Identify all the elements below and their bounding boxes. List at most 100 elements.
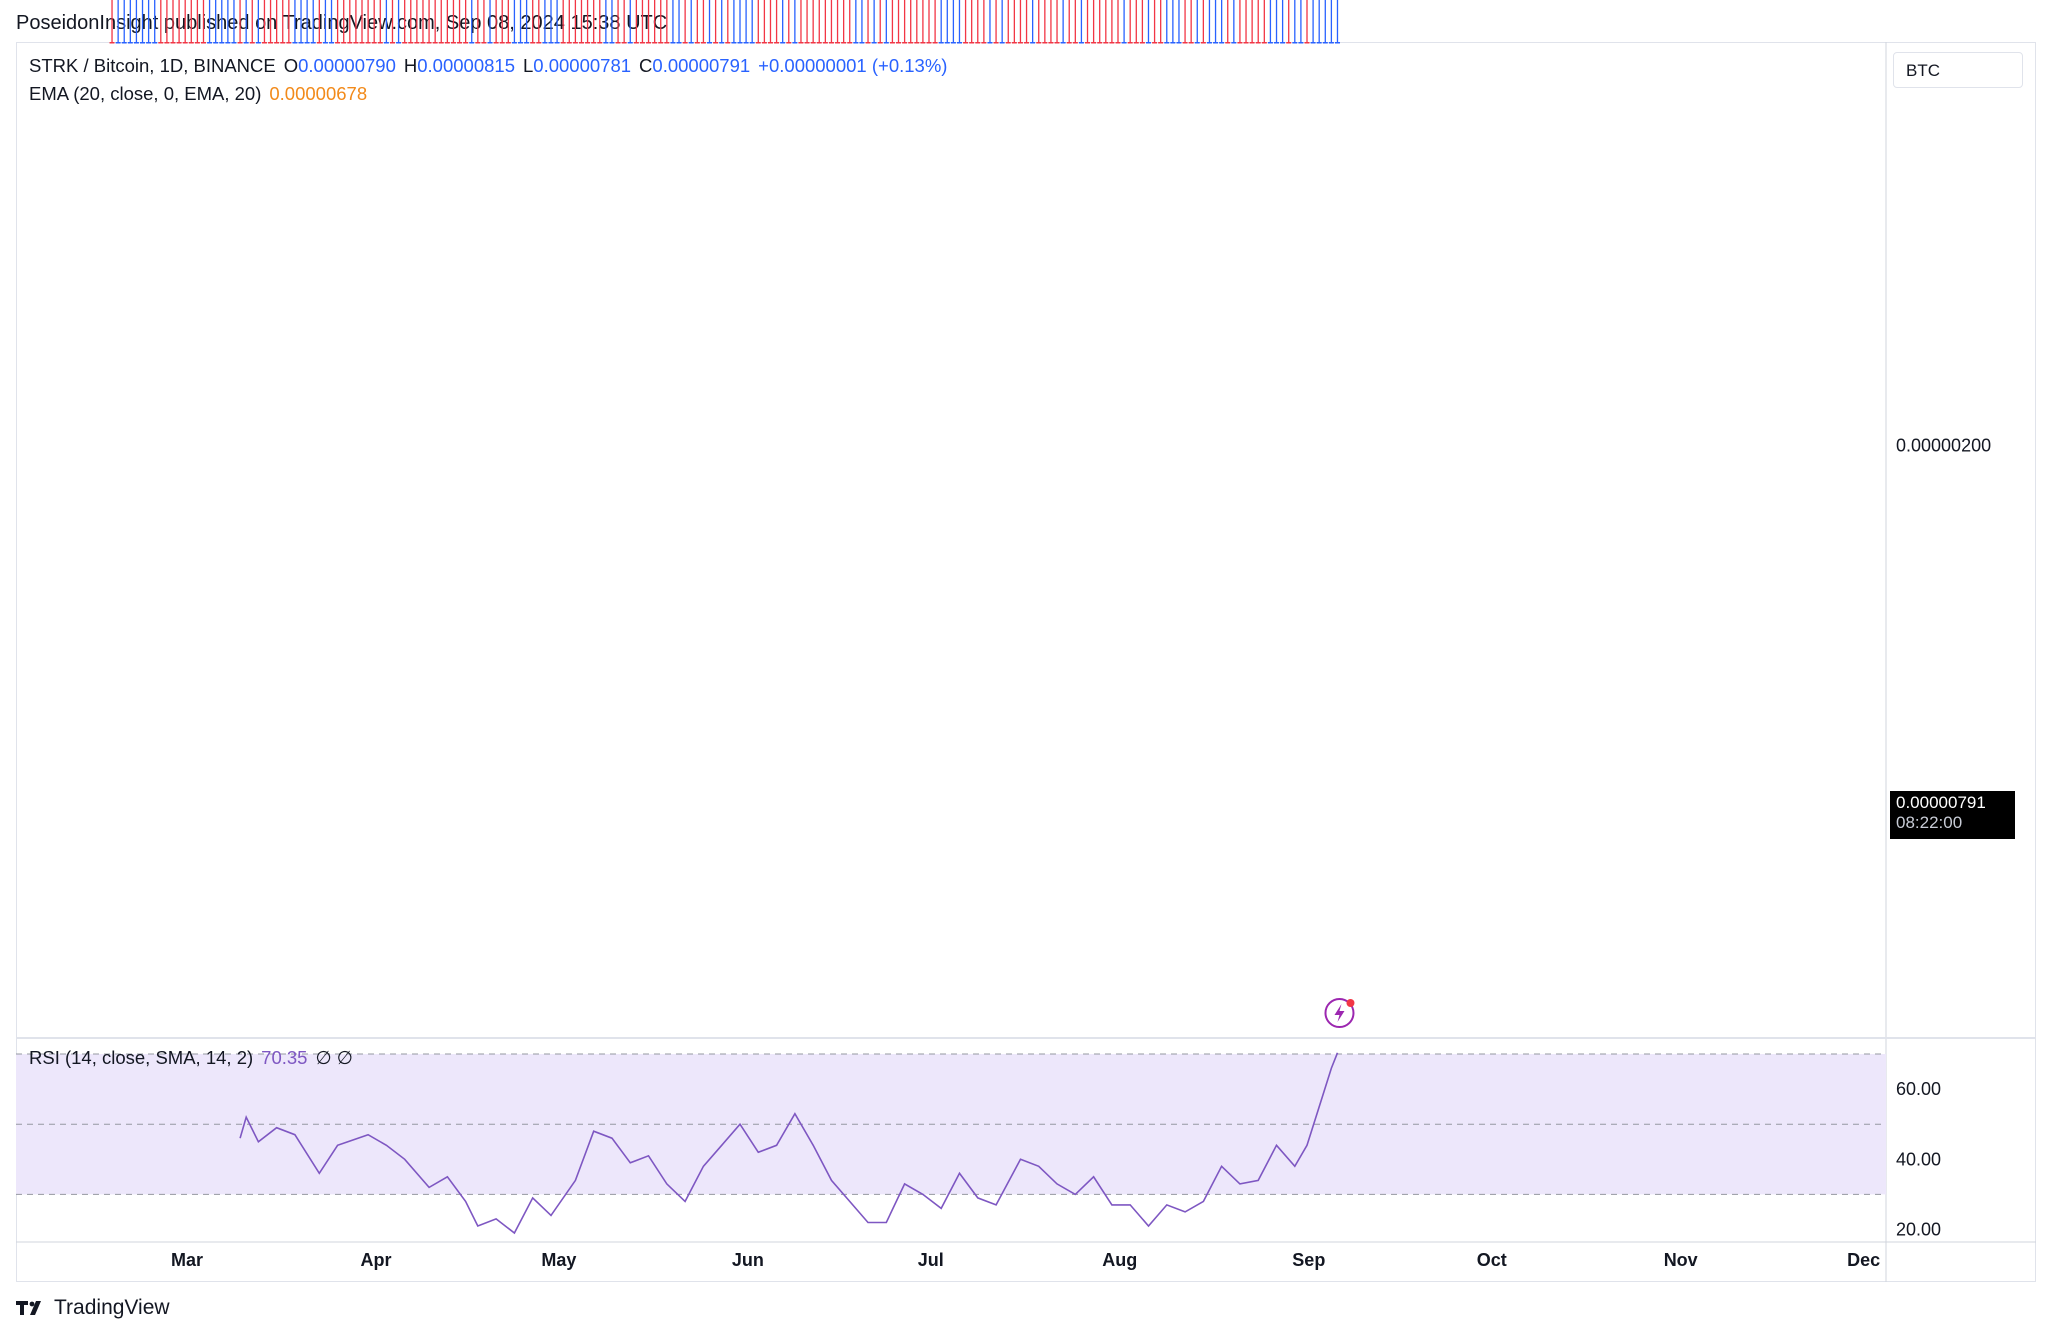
ema-value: 0.00000678 [269, 83, 368, 104]
candle-body [810, 42, 816, 44]
candle-body [585, 42, 591, 44]
candle-body [670, 42, 676, 44]
candle-body [420, 42, 426, 44]
candle-body [987, 42, 993, 44]
candle-body [1164, 42, 1170, 44]
candle-body [652, 42, 658, 44]
candle-body [908, 42, 914, 44]
candle-body [944, 42, 950, 44]
ema-label[interactable]: EMA (20, close, 0, EMA, 20) [29, 83, 262, 104]
candle-body [920, 42, 926, 44]
candle-body [511, 42, 517, 44]
candle-body [389, 42, 395, 44]
time-tick-label: Jul [918, 1250, 944, 1270]
rsi-tick-label: 60.00 [1896, 1079, 1941, 1099]
candle-body [1225, 42, 1231, 44]
candle-body [956, 42, 962, 44]
candle-body [731, 42, 737, 44]
candle-body [633, 42, 639, 44]
candle-body [1206, 42, 1212, 44]
candle-body [938, 42, 944, 44]
candle-body [1176, 42, 1182, 44]
candle-body [213, 42, 219, 44]
candle-body [694, 42, 700, 44]
time-tick-label: Sep [1292, 1250, 1325, 1270]
candle-body [359, 42, 365, 44]
time-tick-label: Mar [171, 1250, 203, 1270]
lightning-bolt-icon [1334, 1004, 1345, 1022]
candle-body [804, 42, 810, 44]
candle-body [1249, 42, 1255, 44]
candle-body [194, 42, 200, 44]
candle-body [767, 42, 773, 44]
candle-body [243, 42, 249, 44]
footer-brand[interactable]: TradingView [54, 1296, 170, 1319]
currency-button[interactable]: BTC [1893, 52, 2023, 88]
candle-body [280, 42, 286, 44]
price-tick-label: 0.00000200 [1896, 435, 1991, 455]
candle-body [1310, 42, 1316, 44]
candle-body [1145, 42, 1151, 44]
candle-body [530, 42, 536, 44]
candle-body [993, 42, 999, 44]
candle-body [341, 42, 347, 44]
candle-body [1213, 42, 1219, 44]
candle-body [268, 42, 274, 44]
candle-body [127, 42, 133, 44]
candle-body [560, 42, 566, 44]
candle-body [1054, 42, 1060, 44]
candle-body [1024, 42, 1030, 44]
symbol-label[interactable]: STRK / Bitcoin, 1D, BINANCE [29, 55, 276, 76]
candle-body [761, 42, 767, 44]
candle-body [292, 42, 298, 44]
candle-body [719, 42, 725, 44]
candle-body [1231, 42, 1237, 44]
candle-body [1158, 42, 1164, 44]
candle-body [707, 42, 713, 44]
time-tick-label: Nov [1664, 1250, 1698, 1270]
candle-body [109, 42, 115, 44]
candle-body [1066, 42, 1072, 44]
candle-body [835, 42, 841, 44]
candle-body [1139, 42, 1145, 44]
candle-body [713, 42, 719, 44]
candle-body [225, 42, 231, 44]
rsi-tick-label: 40.00 [1896, 1149, 1941, 1169]
candle-body [146, 42, 152, 44]
candle-body [140, 42, 146, 44]
candle-body [316, 42, 322, 44]
candle-body [774, 42, 780, 44]
candle-body [518, 42, 524, 44]
candle-body [975, 42, 981, 44]
rsi-extra: ∅ ∅ [315, 1047, 353, 1068]
candle-body [822, 42, 828, 44]
candle-body [164, 42, 170, 44]
current-price-label: 0.00000791 08:22:00 [1890, 791, 2015, 839]
candle-body [1286, 42, 1292, 44]
candle-body [469, 42, 475, 44]
candle-body [737, 42, 743, 44]
candle-body [1267, 42, 1273, 44]
candle-body [274, 42, 280, 44]
candle-body [457, 42, 463, 44]
candle-body [1036, 42, 1042, 44]
candle-body [115, 42, 121, 44]
candle-body [1011, 42, 1017, 44]
rsi-line [239, 1052, 1339, 1235]
candle-body [542, 42, 548, 44]
candle-body [792, 42, 798, 44]
candle-body [700, 42, 706, 44]
candle-body [1127, 42, 1133, 44]
candle-body [237, 42, 243, 44]
candle-body [755, 42, 761, 44]
candle-body [621, 42, 627, 44]
rsi-label[interactable]: RSI (14, close, SMA, 14, 2) [29, 1047, 254, 1068]
candle-body [896, 42, 902, 44]
candle-body [1078, 42, 1084, 44]
candle-body [1188, 42, 1194, 44]
candle-body [304, 42, 310, 44]
candle-body [450, 42, 456, 44]
candle-body [646, 42, 652, 44]
candle-body [329, 42, 335, 44]
